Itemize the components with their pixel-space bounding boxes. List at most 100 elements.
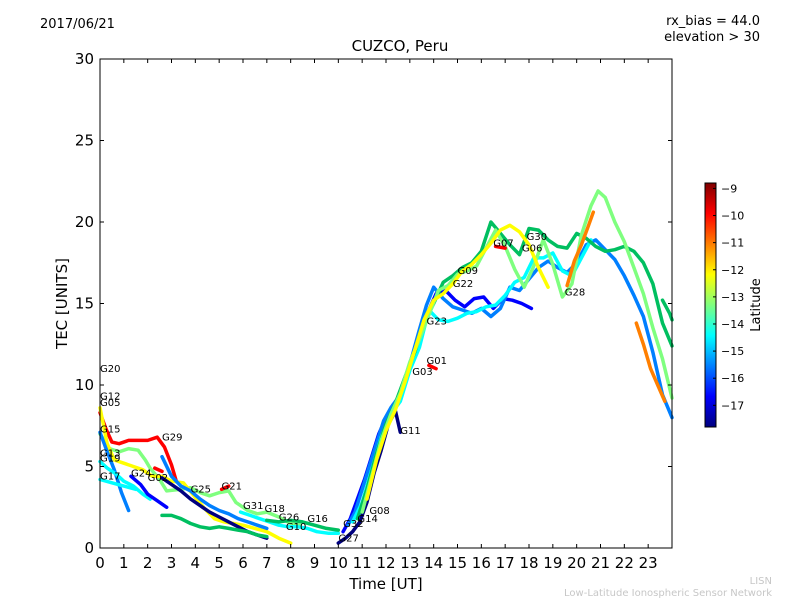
x-tick-label: 21 <box>591 554 610 572</box>
axis-layer: 0 1 2 3 4 5 6 7 8 9 10 11 12 13 14 15 16 17 18 19 20 21 22 2305… <box>75 50 672 572</box>
satellite-label-g13: G13 <box>100 449 120 460</box>
satellite-track-26 <box>153 466 164 474</box>
satellite-label-g05: G05 <box>100 398 120 409</box>
elevation-line: elevation > 30 <box>664 30 760 45</box>
y-tick-label: 20 <box>75 213 94 231</box>
colorbar-tick-label: −12 <box>721 264 744 277</box>
colorbar-tick-label: −11 <box>721 237 744 250</box>
satellite-label-g28: G28 <box>565 287 585 298</box>
satellite-label-g20: G20 <box>100 364 120 375</box>
satellite-label-g01: G01 <box>427 356 447 367</box>
satellite-label-g32: G32 <box>343 519 363 530</box>
x-tick-label: 13 <box>400 554 419 572</box>
satellite-label-g19: G19 <box>100 454 120 465</box>
satellite-label-g17: G17 <box>100 472 120 483</box>
y-tick-label: 30 <box>75 50 94 68</box>
colorbar-ticks: −9 −10 −11 −12 −13 −14 −15 −16 −17 <box>713 182 744 412</box>
colorbar-tick-label: −14 <box>721 318 744 331</box>
satellite-label-g07: G07 <box>493 238 513 249</box>
colorbar-tick-label: −10 <box>721 210 744 223</box>
satellite-track-6 <box>98 477 138 492</box>
satellite-track-10 <box>160 513 269 539</box>
x-tick-label: 14 <box>424 554 443 572</box>
satellite-label-g12: G12 <box>100 392 120 403</box>
satellite-track-21 <box>634 321 667 404</box>
plot-frame <box>99 58 673 549</box>
series-layer <box>98 189 674 545</box>
y-tick-label: 5 <box>84 458 94 476</box>
satellite-track-9 <box>160 454 269 531</box>
satellite-label-g25: G25 <box>191 485 211 496</box>
colorbar-tick-label: −16 <box>721 372 744 385</box>
x-tick-label: 0 <box>95 554 105 572</box>
rx-bias-label: rx_bias = 44.0 elevation > 30 <box>664 14 760 46</box>
satellite-label-g15: G15 <box>100 424 120 435</box>
satellite-label-g21: G21 <box>222 481 242 492</box>
satellite-label-g22: G22 <box>453 279 473 290</box>
colorbar-tick-label: −17 <box>721 399 744 412</box>
satellite-label-g27: G27 <box>338 533 358 544</box>
satellite-label-g10: G10 <box>286 522 306 533</box>
x-tick-label: 17 <box>496 554 515 572</box>
satellite-track-25 <box>219 484 231 492</box>
satellite-track-1 <box>98 410 179 483</box>
satellite-label-g23: G23 <box>427 317 447 328</box>
x-tick-label: 2 <box>143 554 153 572</box>
satellite-label-g14: G14 <box>357 514 377 525</box>
satellite-track-5 <box>98 459 152 501</box>
satellite-label-g11: G11 <box>400 426 420 437</box>
satellite-track-7 <box>129 474 169 510</box>
date-label: 2017/06/21 <box>40 17 115 32</box>
satellite-label-g24: G24 <box>131 468 151 479</box>
x-tick-label: 16 <box>472 554 491 572</box>
satellite-label-g29: G29 <box>162 432 182 443</box>
colorbar-tick-label: −15 <box>721 345 744 358</box>
x-tick-label: 9 <box>310 554 320 572</box>
satellite-label-g08: G08 <box>369 506 389 517</box>
colorbar-tick-label: −9 <box>721 182 737 195</box>
satellite-track-4 <box>98 430 131 513</box>
satellite-track-11 <box>238 510 341 536</box>
x-tick-label: 12 <box>376 554 395 572</box>
y-tick-label: 10 <box>75 376 94 394</box>
satellite-track-2 <box>98 432 302 527</box>
satellite-track-20 <box>565 210 596 288</box>
x-tick-label: 6 <box>238 554 248 572</box>
satellite-track-22 <box>660 298 674 322</box>
y-tick-label: 25 <box>75 132 94 150</box>
x-tick-label: 18 <box>519 554 538 572</box>
y-tick-label: 0 <box>84 539 94 557</box>
satellite-track-24 <box>493 244 507 250</box>
satellite-label-g06: G06 <box>522 243 542 254</box>
x-tick-label: 11 <box>353 554 372 572</box>
satellite-track-12 <box>265 518 341 532</box>
satellite-label-g30: G30 <box>527 232 547 243</box>
satellite-track-23 <box>427 363 438 371</box>
satellite-label-g31: G31 <box>243 501 263 512</box>
x-tick-label: 5 <box>214 554 224 572</box>
x-tick-label: 7 <box>262 554 272 572</box>
y-tick-label: 15 <box>75 295 94 313</box>
chart-title: CUZCO, Peru <box>351 37 449 55</box>
satellite-track-15 <box>346 238 674 527</box>
x-axis-label: Time [UT] <box>348 575 422 593</box>
satellite-label-g02: G02 <box>148 473 168 484</box>
satellite-label-g03: G03 <box>412 367 432 378</box>
colorbar-label: Latitude <box>749 278 764 332</box>
satellite-label-g16: G16 <box>307 514 327 525</box>
footer-network: Low-Latitude Ionospheric Sensor Network <box>564 588 772 599</box>
satellite-track-18 <box>360 189 674 514</box>
x-tick-label: 3 <box>167 554 177 572</box>
x-tick-label: 20 <box>567 554 586 572</box>
colorbar <box>704 182 717 428</box>
satellite-label-g18: G18 <box>264 504 284 515</box>
colorbar-tick-label: −13 <box>721 291 744 304</box>
satellite-track-19 <box>365 223 550 501</box>
x-tick-label: 22 <box>615 554 634 572</box>
y-axis-label: TEC [UNITS] <box>53 258 71 350</box>
satellite-label-g26: G26 <box>279 512 299 523</box>
footer-brand: LISN <box>749 576 772 587</box>
x-tick-label: 10 <box>329 554 348 572</box>
footer: LISN Low-Latitude Ionospheric Sensor Net… <box>564 576 772 600</box>
